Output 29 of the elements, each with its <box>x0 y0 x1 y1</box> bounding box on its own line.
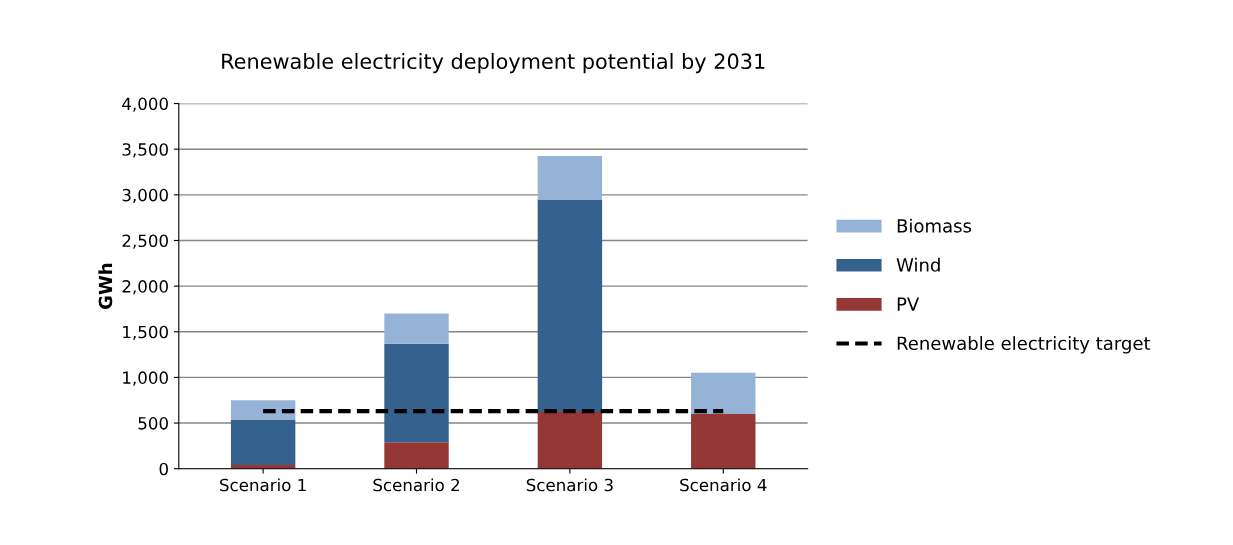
y-tick-label: 4,000 <box>122 97 168 112</box>
y-tick-label: 1,500 <box>123 325 168 341</box>
bar <box>230 400 296 420</box>
y-tick-label: 0 <box>159 462 168 476</box>
y-axis-title: GWh <box>98 263 113 310</box>
chart-title: Renewable electricity deployment potential by 2031 <box>222 53 765 74</box>
y-tick-label: 2,000 <box>122 280 168 295</box>
bar <box>537 412 603 469</box>
y-tick-label: 1,000 <box>123 371 168 386</box>
bar <box>537 199 603 413</box>
y-tick-label: 3,000 <box>122 188 168 204</box>
legend-label: Renewable electricity target <box>897 336 1151 354</box>
y-tick-label: 500 <box>138 417 168 430</box>
bar <box>537 156 603 200</box>
x-tick-label: Scenario 1 <box>220 478 306 492</box>
legend-label: PV <box>897 297 920 311</box>
bar <box>384 442 449 469</box>
bar <box>230 419 296 466</box>
y-tick-label: 2,500 <box>122 234 168 249</box>
x-tick-label: Scenario 3 <box>526 478 613 492</box>
legend-label: Wind <box>896 257 940 272</box>
bar <box>384 313 449 344</box>
legend-label: Biomass <box>897 218 972 233</box>
bar <box>691 372 756 414</box>
y-tick-label: 3,500 <box>122 143 168 158</box>
x-tick-label: Scenario 2 <box>373 478 460 492</box>
bar <box>384 343 449 443</box>
bar <box>691 413 756 469</box>
x-tick-label: Scenario 4 <box>680 478 767 492</box>
